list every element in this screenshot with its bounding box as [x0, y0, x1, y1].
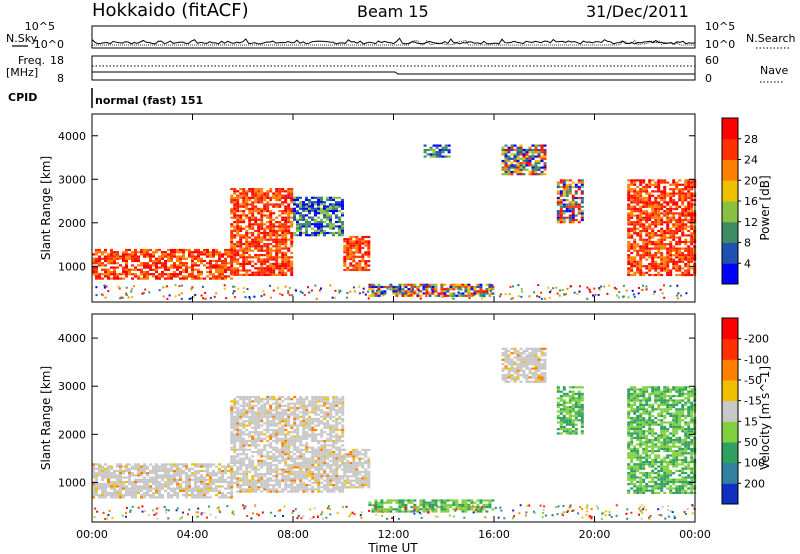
velocity-ylabel: Slant Range [km]	[39, 366, 53, 470]
freq-tick-low: 8	[57, 72, 64, 85]
colorbar-swatch	[722, 318, 738, 340]
colorbar-swatch	[722, 180, 738, 202]
x-tick-label: 00:00	[76, 528, 108, 541]
y-tick-label: 4000	[58, 332, 86, 345]
x-axis-label: Time UT	[367, 541, 418, 554]
colorbar-swatch	[722, 118, 738, 140]
colorbar-swatch	[722, 221, 738, 243]
colorbar-swatch	[722, 138, 738, 160]
colorbar-swatch	[722, 421, 738, 443]
cpid-value: normal (fast) 151	[95, 94, 203, 107]
y-tick-label: 4000	[58, 130, 86, 143]
colorbar-swatch	[722, 201, 738, 223]
velocity-colorbar-label: Velocity [m s^-1]	[758, 366, 772, 470]
x-tick-label: 12:00	[378, 528, 410, 541]
station-title: Hokkaido (fitACF)	[92, 0, 249, 21]
colorbar-swatch	[722, 380, 738, 402]
colorbar-tick: 50	[744, 436, 758, 449]
power-cells	[92, 144, 697, 300]
colorbar-tick: 28	[744, 133, 758, 146]
nsearch-tick-low: 10^0	[705, 38, 735, 51]
colorbar-swatch	[722, 338, 738, 360]
colorbar-swatch	[722, 442, 738, 464]
colorbar-swatch	[722, 159, 738, 181]
freq-tick-high: 18	[50, 54, 64, 67]
y-tick-label: 3000	[58, 173, 86, 186]
colorbar-tick: -100	[744, 353, 769, 366]
power-colorbar: 4 8 12 16 20 24 28	[721, 117, 758, 285]
y-tick-label: 1000	[58, 477, 86, 490]
colorbar-tick: 20	[744, 174, 758, 187]
nsearch-label: N.Search	[746, 32, 796, 45]
date-title: 31/Dec/2011	[586, 2, 689, 21]
colorbar-swatch	[722, 483, 738, 505]
power-y-ticks: 1000 2000 3000 4000	[58, 130, 695, 273]
y-tick-label: 2000	[58, 217, 86, 230]
velocity-panel: 1000 2000 3000 4000 Slant Range [km] 200 100…	[39, 313, 772, 523]
colorbar-tick: -15	[744, 395, 762, 408]
colorbar-tick: -50	[744, 374, 762, 387]
colorbar-swatch	[722, 462, 738, 484]
nsearch-trace	[92, 39, 695, 46]
x-tick-label: 04:00	[177, 528, 209, 541]
nsky-trace	[91, 37, 696, 45]
colorbar-tick: 8	[744, 237, 751, 250]
y-tick-label: 1000	[58, 260, 86, 273]
freq-panel: Freq. [MHz] 18 8 60 0 Nave	[6, 54, 788, 85]
colorbar-tick: -200	[744, 333, 769, 346]
nave-tick-high: 60	[705, 54, 719, 67]
x-tick-label: 20:00	[579, 528, 611, 541]
colorbar-swatch	[722, 263, 738, 285]
nsky-tick-low: 10^0	[34, 38, 64, 51]
y-tick-label: 2000	[58, 428, 86, 441]
colorbar-swatch	[722, 400, 738, 422]
x-tick-label: 16:00	[478, 528, 510, 541]
x-axis: 00:00 04:00 08:00 12:00 16:00 20:00 00:00	[76, 114, 711, 541]
nsearch-tick-high: 10^5	[705, 20, 735, 33]
cpid-panel: CPID normal (fast) 151	[8, 88, 203, 108]
nsky-tick-high: 10^5	[25, 20, 55, 33]
power-panel: 1000 2000 3000 4000 Slant Range [km] 4 8 12 16…	[39, 113, 772, 303]
colorbar-tick: 12	[744, 216, 758, 229]
nsky-panel: N.Sky 10^5 10^0 10^5 10^0 N.Search	[6, 20, 796, 51]
nave-label: Nave	[760, 64, 788, 77]
velocity-y-ticks: 1000 2000 3000 4000	[58, 332, 695, 490]
colorbar-swatch	[722, 242, 738, 264]
colorbar-tick: 4	[744, 257, 751, 270]
power-ylabel: Slant Range [km]	[39, 156, 53, 260]
colorbar-tick: 100	[744, 457, 765, 470]
nave-tick-low: 0	[705, 72, 712, 85]
freq-label: Freq.	[18, 54, 45, 67]
colorbar-tick: 15	[744, 415, 758, 428]
colorbar-tick: 200	[744, 477, 765, 490]
y-tick-label: 3000	[58, 380, 86, 393]
colorbar-swatch	[722, 359, 738, 381]
x-tick-label: 00:00	[679, 528, 711, 541]
freq-trace	[92, 71, 695, 75]
velocity-cells	[92, 347, 697, 520]
nsky-label: N.Sky	[6, 32, 38, 45]
power-colorbar-label: Power [dB]	[758, 175, 772, 240]
colorbar-tick: 24	[744, 154, 758, 167]
x-tick-label: 08:00	[277, 528, 309, 541]
cpid-label: CPID	[8, 91, 37, 104]
velocity-colorbar: 200 100 50 15 -15 -50 -100 -200	[721, 317, 769, 505]
beam-title: Beam 15	[357, 2, 429, 21]
freq-unit-label: [MHz]	[6, 66, 38, 79]
colorbar-tick: 16	[744, 195, 758, 208]
